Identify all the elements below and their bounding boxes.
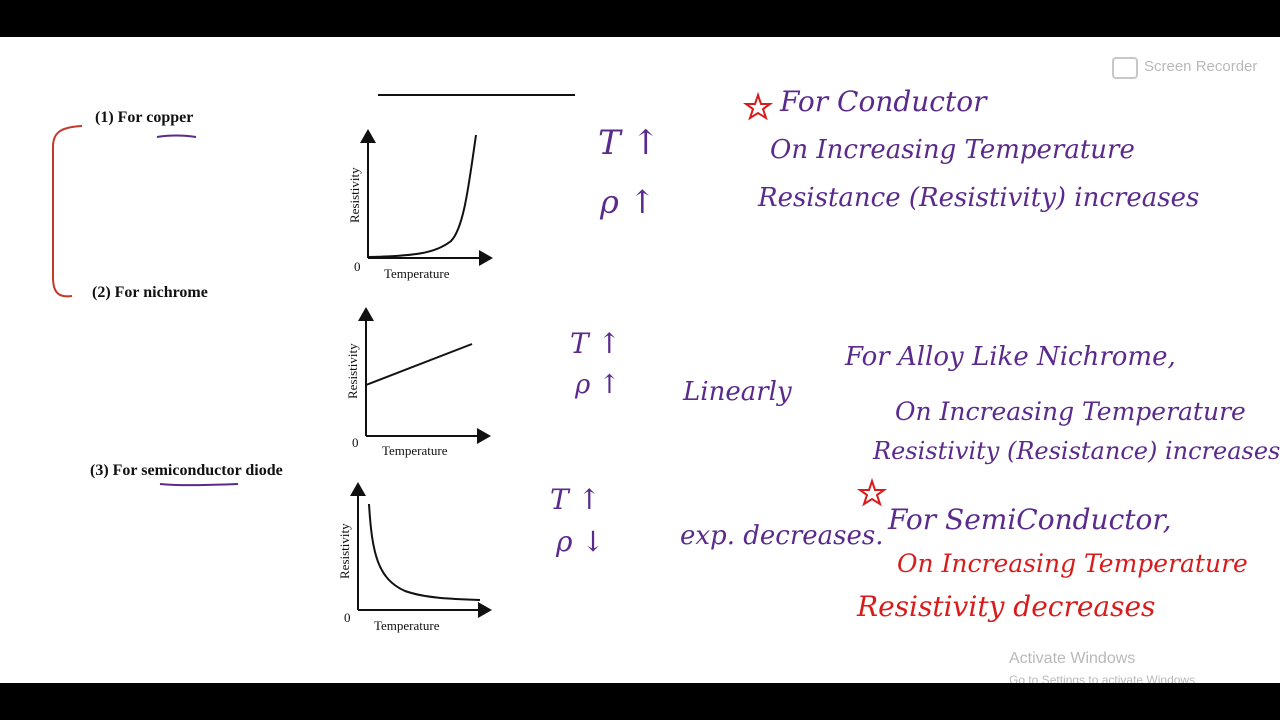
copper-underline xyxy=(156,134,197,138)
activate-windows-title: Activate Windows xyxy=(1009,650,1136,667)
nichrome-mid-text: Linearly xyxy=(683,377,792,407)
pen-strokes-layer xyxy=(52,91,888,507)
x-axis-label: Temperature xyxy=(384,266,450,281)
y-axis-label: Resistivity xyxy=(337,523,352,579)
copper-line3: Resistance (Resistivity) increases xyxy=(758,183,1200,213)
semi-mid-text: exp. decreases. xyxy=(680,521,884,551)
nichrome-line3: Resistivity (Resistance) increases) xyxy=(873,437,1280,465)
copper-line2: On Increasing Temperature xyxy=(770,135,1135,165)
x-axis-label: Temperature xyxy=(374,618,440,633)
resistivity-curve xyxy=(368,503,481,601)
graph-nichrome: Resistivity Temperature 0 xyxy=(345,307,491,458)
red-star-icon xyxy=(742,91,774,121)
semi-line2: On Increasing Temperature xyxy=(897,549,1248,578)
y-axis-label: Resistivity xyxy=(345,343,360,399)
x-axis-label: Temperature xyxy=(382,443,448,458)
semi-rho-symbol: ρ ↓ xyxy=(556,525,605,558)
copper-rho-symbol: ρ ↑ xyxy=(600,183,656,221)
red-bracket xyxy=(52,125,83,298)
resistivity-line xyxy=(365,343,473,386)
resistivity-curve xyxy=(367,134,477,258)
red-star-icon xyxy=(856,477,888,507)
graph-copper: Resistivity Temperature 0 xyxy=(347,129,493,281)
nichrome-temp-symbol: T ↑ xyxy=(570,327,622,360)
y-axis-label: Resistivity xyxy=(347,167,362,223)
nichrome-rho-symbol: ρ ↑ xyxy=(575,370,621,400)
semi-heading: For SemiConductor, xyxy=(888,503,1172,536)
label-nichrome: (2) For nichrome xyxy=(92,284,208,301)
activate-windows-subtitle: Go to Settings to activate Windows. xyxy=(1009,673,1199,683)
copper-heading: For Conductor xyxy=(780,85,987,118)
recorder-logo-icon xyxy=(1112,57,1138,79)
origin-label: 0 xyxy=(354,259,361,274)
graph-semiconductor: Resistivity Temperature 0 xyxy=(337,482,492,633)
label-semiconductor: (3) For semiconductor diode xyxy=(90,462,283,479)
origin-label: 0 xyxy=(352,435,359,450)
copper-temp-symbol: T ↑ xyxy=(598,123,660,163)
whiteboard-sheet: Screen Recorder (1) For copper (2) For n… xyxy=(0,37,1280,683)
semi-line3: Resistivity decreases xyxy=(857,590,1156,623)
semiconductor-underline xyxy=(159,483,239,487)
recorder-watermark: Screen Recorder xyxy=(1112,57,1257,79)
origin-label: 0 xyxy=(344,610,351,625)
label-copper: (1) For copper xyxy=(95,109,194,126)
semi-temp-symbol: T ↑ xyxy=(550,483,602,516)
nichrome-heading: For Alloy Like Nichrome, xyxy=(845,342,1176,372)
nichrome-line2: On Increasing Temperature xyxy=(895,397,1246,426)
